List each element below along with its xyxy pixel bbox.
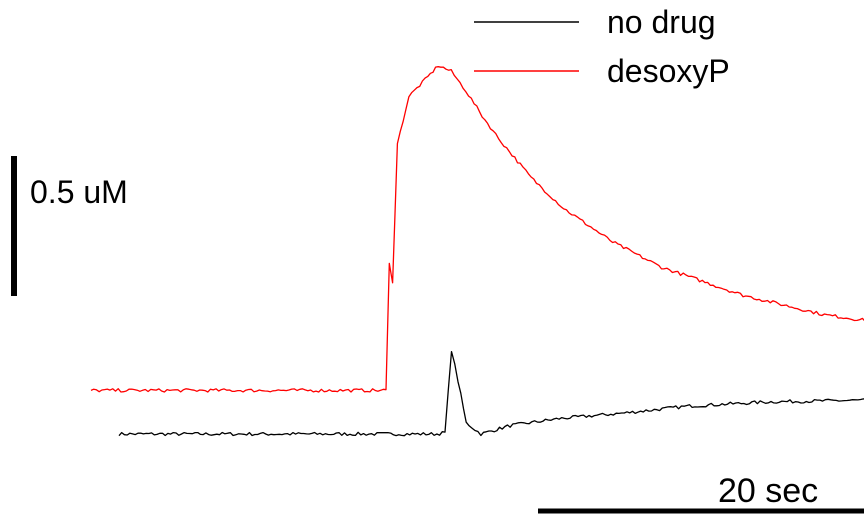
legend: no drug desoxyP [474, 4, 730, 89]
horizontal-scale-bar-label: 20 sec [718, 472, 818, 510]
trace-layer [90, 66, 864, 437]
legend-label-desoxyp: desoxyP [607, 53, 730, 89]
vertical-scale-bar: 0.5 uM [11, 156, 128, 296]
legend-label-no-drug: no drug [607, 4, 716, 40]
trace-desoxyp [90, 66, 864, 393]
trace-no-drug [118, 350, 864, 437]
horizontal-scale-bar: 20 sec [538, 472, 864, 514]
vertical-scale-bar-label: 0.5 uM [30, 174, 128, 210]
